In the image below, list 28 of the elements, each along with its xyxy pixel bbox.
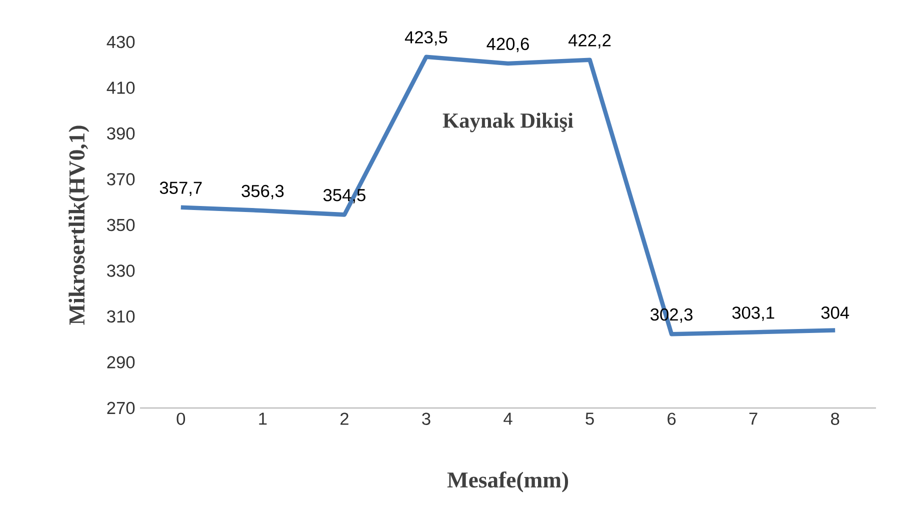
y-tick-label: 430	[106, 36, 135, 48]
y-tick-label: 330	[107, 264, 135, 277]
x-tick-label: 1	[259, 412, 267, 425]
x-axis-title: Mesafe(mm)	[447, 471, 568, 492]
y-tick-label: 410	[106, 82, 135, 94]
x-tick-label: 0	[176, 412, 186, 425]
y-axis-title: Mikrosertlik(HV0,1)	[68, 126, 90, 325]
x-tick-label: 8	[831, 412, 840, 425]
x-tick-label: 2	[340, 412, 348, 425]
y-tick-label: 350	[107, 218, 135, 232]
x-tick-label: 6	[668, 412, 676, 425]
y-tick-label: 270	[107, 402, 135, 414]
data-label: 356,3	[242, 184, 284, 200]
data-label: 423,5	[404, 31, 448, 46]
data-label: 304	[821, 306, 850, 319]
x-tick-label: 5	[586, 412, 594, 425]
y-tick-label: 390	[107, 127, 135, 140]
y-tick-label: 370	[107, 173, 135, 186]
data-label: 422,2	[568, 34, 611, 48]
x-tick-label: 4	[504, 412, 512, 425]
x-tick-label: 3	[422, 412, 430, 425]
annotation: Kaynak Dikişi	[442, 112, 574, 132]
y-tick-label: 310	[107, 310, 135, 323]
data-label: 303,1	[732, 306, 774, 321]
data-label: 357,7	[160, 182, 202, 196]
y-tick-label: 290	[107, 356, 135, 368]
data-label: 420,6	[486, 38, 529, 52]
x-tick-label: 7	[749, 412, 758, 425]
